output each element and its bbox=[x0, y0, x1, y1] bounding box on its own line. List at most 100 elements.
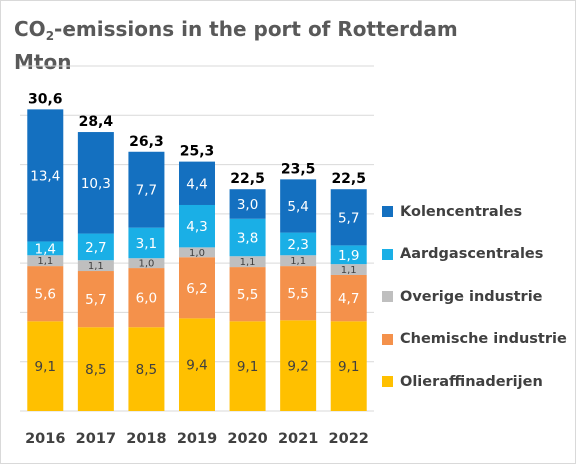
bar-segment bbox=[280, 232, 317, 256]
bar-segment bbox=[128, 327, 165, 411]
bar-segment bbox=[77, 233, 114, 261]
bar-segment bbox=[179, 247, 215, 258]
data-label: 5,6 bbox=[35, 287, 56, 303]
legend-label: Overige industrie bbox=[400, 288, 543, 305]
legend-swatch bbox=[382, 376, 393, 387]
bar-segment bbox=[229, 267, 266, 322]
legend-label: Aardgascentrales bbox=[400, 246, 544, 262]
bar-segment bbox=[280, 255, 317, 267]
bar-segment bbox=[330, 321, 367, 411]
bar-segment bbox=[27, 109, 64, 242]
data-label: 9,1 bbox=[237, 359, 258, 375]
bar-segment bbox=[77, 132, 114, 234]
bar-segment bbox=[128, 227, 165, 259]
legend-swatch bbox=[382, 206, 393, 217]
bar-segment bbox=[27, 255, 64, 267]
data-label: 1,1 bbox=[341, 265, 357, 276]
total-label: 23,5 bbox=[281, 161, 316, 177]
data-label: 5,4 bbox=[287, 199, 308, 215]
total-label: 30,6 bbox=[28, 91, 63, 107]
bar-segment bbox=[128, 258, 165, 269]
total-label: 28,4 bbox=[79, 114, 114, 130]
title-rest: -emissions in the port of Rotterdam bbox=[54, 17, 458, 41]
data-label: 1,1 bbox=[240, 257, 256, 268]
data-label: 5,7 bbox=[85, 292, 106, 308]
data-label: 10,3 bbox=[81, 176, 111, 192]
bar-segment bbox=[179, 161, 215, 205]
bar-segment bbox=[27, 321, 64, 411]
total-label: 25,3 bbox=[180, 144, 215, 160]
data-label: 4,4 bbox=[186, 176, 207, 192]
bar-segment bbox=[280, 266, 317, 321]
bar-segment bbox=[179, 318, 215, 411]
bar-segment bbox=[179, 257, 215, 319]
bar-segment bbox=[280, 320, 317, 411]
data-label: 3,8 bbox=[237, 231, 258, 247]
x-tick-label: 2018 bbox=[126, 431, 166, 447]
bar-segment bbox=[229, 256, 266, 268]
legend-item: Overige industrie bbox=[382, 285, 572, 308]
x-tick-label: 2016 bbox=[25, 431, 65, 447]
x-tick-label: 2020 bbox=[227, 431, 267, 447]
bar-segment bbox=[280, 179, 317, 233]
legend-item: Olieraffinaderijen bbox=[382, 370, 572, 393]
data-label: 5,7 bbox=[338, 210, 359, 226]
data-label: 9,1 bbox=[338, 359, 359, 375]
data-label: 1,0 bbox=[189, 248, 205, 259]
bar-segment bbox=[77, 327, 114, 411]
data-label: 8,5 bbox=[85, 362, 106, 378]
data-label: 1,9 bbox=[338, 248, 359, 264]
data-label: 4,3 bbox=[186, 219, 207, 235]
bar-segment bbox=[128, 151, 165, 228]
total-label: 22,5 bbox=[331, 171, 366, 187]
chart-title: CO2-emissions in the port of Rotterdam M… bbox=[14, 16, 458, 75]
data-label: 5,5 bbox=[237, 287, 258, 303]
bar-segment bbox=[128, 268, 165, 328]
data-label: 1,1 bbox=[88, 261, 104, 272]
data-label: 9,4 bbox=[186, 358, 207, 374]
legend-label: Olieraffinaderijen bbox=[400, 373, 543, 390]
data-label: 1,0 bbox=[138, 259, 154, 270]
total-label: 26,3 bbox=[129, 134, 164, 150]
x-tick-label: 2017 bbox=[76, 431, 116, 447]
bar-segment bbox=[179, 204, 215, 248]
bar-segment bbox=[330, 274, 367, 322]
data-label: 3,1 bbox=[136, 236, 157, 252]
data-label: 6,0 bbox=[136, 291, 157, 307]
legend-item: Aardgascentrales bbox=[382, 243, 572, 266]
x-tick-label: 2019 bbox=[177, 431, 217, 447]
bar-segment bbox=[27, 266, 64, 322]
bar-segment bbox=[77, 260, 114, 272]
legend-label: Chemische industrie bbox=[400, 331, 567, 347]
data-label: 3,0 bbox=[237, 197, 258, 213]
data-label: 13,4 bbox=[30, 168, 60, 184]
data-label: 8,5 bbox=[136, 362, 157, 378]
x-tick-label: 2022 bbox=[329, 431, 369, 447]
bar-segment bbox=[229, 218, 266, 257]
title-subscript: 2 bbox=[45, 29, 55, 43]
bar-segment bbox=[330, 264, 367, 275]
legend-swatch bbox=[382, 333, 393, 345]
title-unit: Mton bbox=[14, 50, 72, 74]
data-label: 9,1 bbox=[35, 359, 56, 375]
legend-item: Chemische industrie bbox=[382, 328, 572, 351]
data-label: 9,2 bbox=[287, 359, 308, 375]
bar-segment bbox=[77, 271, 114, 328]
bar-segment bbox=[330, 245, 367, 265]
data-label: 1,1 bbox=[290, 256, 306, 267]
legend-swatch bbox=[382, 248, 393, 260]
total-label: 22,5 bbox=[230, 171, 265, 187]
data-label: 4,7 bbox=[338, 291, 359, 307]
chart-legend: Kolencentrales Aardgascentrales Overige in… bbox=[382, 200, 572, 413]
bar-segment bbox=[229, 321, 266, 411]
bar-segment bbox=[27, 241, 64, 256]
data-label: 7,7 bbox=[136, 183, 157, 199]
bar-segment bbox=[330, 189, 367, 246]
legend-label: Kolencentrales bbox=[400, 203, 523, 220]
x-tick-label: 2021 bbox=[278, 431, 318, 447]
data-label: 1,1 bbox=[37, 256, 53, 267]
data-label: 2,7 bbox=[85, 240, 106, 256]
data-label: 1,4 bbox=[35, 241, 56, 257]
bar-segment bbox=[229, 189, 266, 219]
